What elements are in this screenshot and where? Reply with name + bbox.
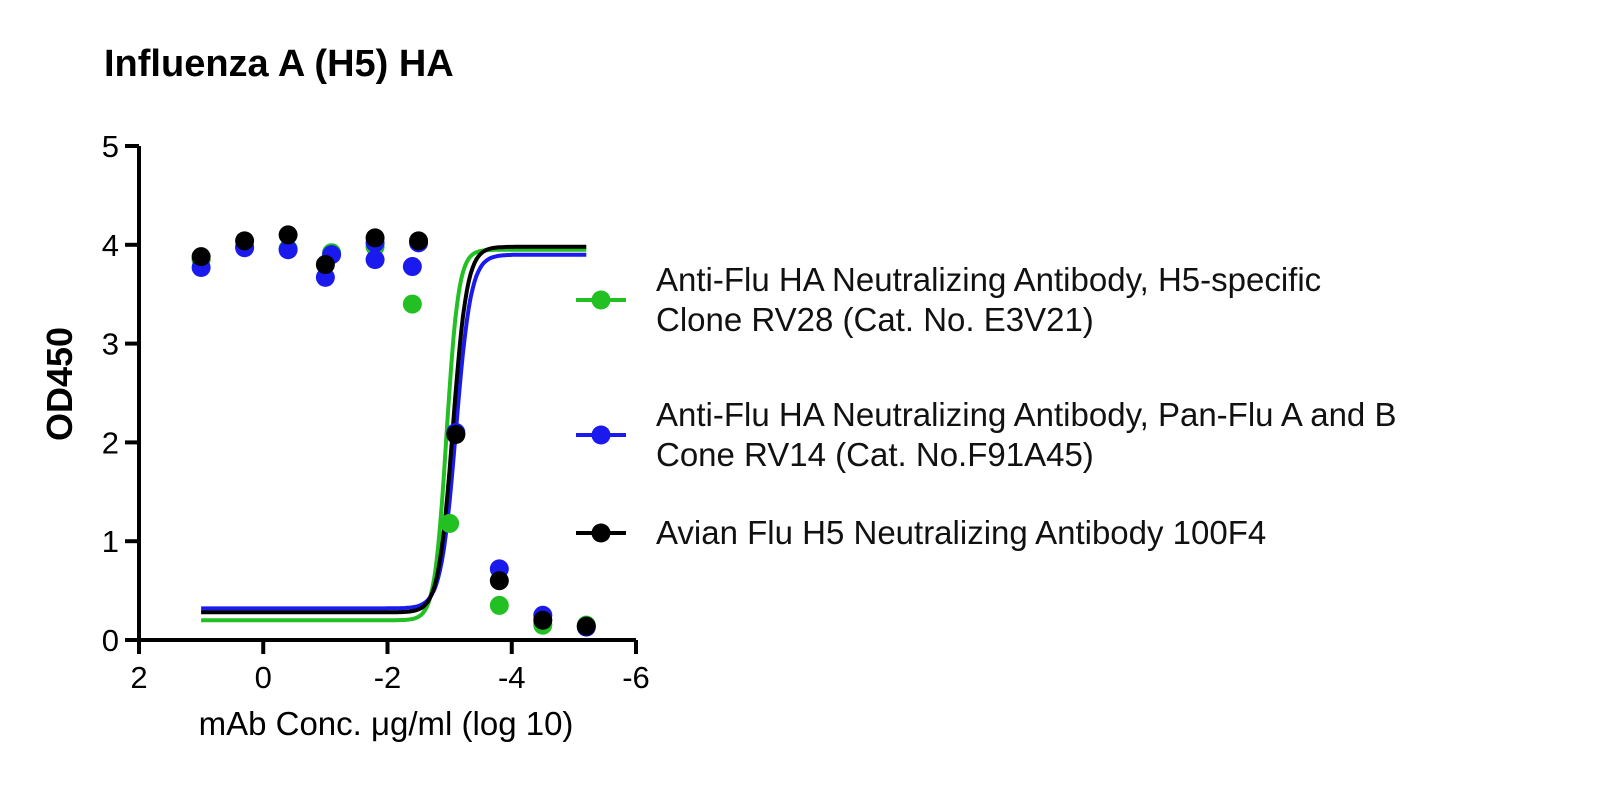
y-tick-label: 1 bbox=[102, 524, 119, 559]
y-tick-label: 4 bbox=[102, 228, 119, 263]
x-axis-label: mAb Conc. μg/ml (log 10) bbox=[199, 705, 574, 742]
y-tick-label: 5 bbox=[102, 129, 119, 164]
y-tick-label: 3 bbox=[102, 327, 119, 362]
data-point bbox=[440, 513, 460, 533]
data-point bbox=[576, 616, 596, 636]
x-tick-label: 0 bbox=[255, 660, 272, 695]
data-point bbox=[489, 595, 509, 615]
chart-title: Influenza A (H5) HA bbox=[104, 43, 454, 85]
legend-label: Anti-Flu HA Neutralizing Antibody, Pan-F… bbox=[656, 396, 1397, 473]
y-axis-label: OD450 bbox=[39, 327, 80, 441]
legend-label: Avian Flu H5 Neutralizing Antibody 100F4 bbox=[656, 514, 1267, 551]
legend-label: Anti-Flu HA Neutralizing Antibody, H5-sp… bbox=[656, 261, 1322, 338]
legend-marker bbox=[591, 425, 611, 445]
data-point bbox=[278, 225, 298, 245]
data-point bbox=[315, 255, 335, 275]
data-point bbox=[489, 571, 509, 591]
data-point bbox=[409, 231, 429, 251]
data-point bbox=[533, 610, 553, 630]
x-tick-label: 2 bbox=[130, 660, 147, 695]
x-tick-label: -4 bbox=[498, 660, 526, 695]
y-tick-label: 0 bbox=[102, 623, 119, 658]
data-point bbox=[402, 257, 422, 277]
fit-curve bbox=[201, 252, 587, 611]
data-point bbox=[191, 247, 211, 267]
y-tick-label: 2 bbox=[102, 425, 119, 460]
fit-curve bbox=[201, 244, 587, 615]
x-tick-label: -6 bbox=[622, 660, 650, 695]
data-point bbox=[365, 250, 385, 270]
x-tick-label: -2 bbox=[374, 660, 402, 695]
fit-curve bbox=[201, 247, 587, 623]
data-point bbox=[365, 228, 385, 248]
data-point bbox=[235, 231, 255, 251]
data-point bbox=[402, 294, 422, 314]
data-point bbox=[278, 240, 298, 260]
legend-marker bbox=[591, 290, 611, 310]
data-point bbox=[446, 424, 466, 444]
legend-marker bbox=[591, 523, 611, 543]
